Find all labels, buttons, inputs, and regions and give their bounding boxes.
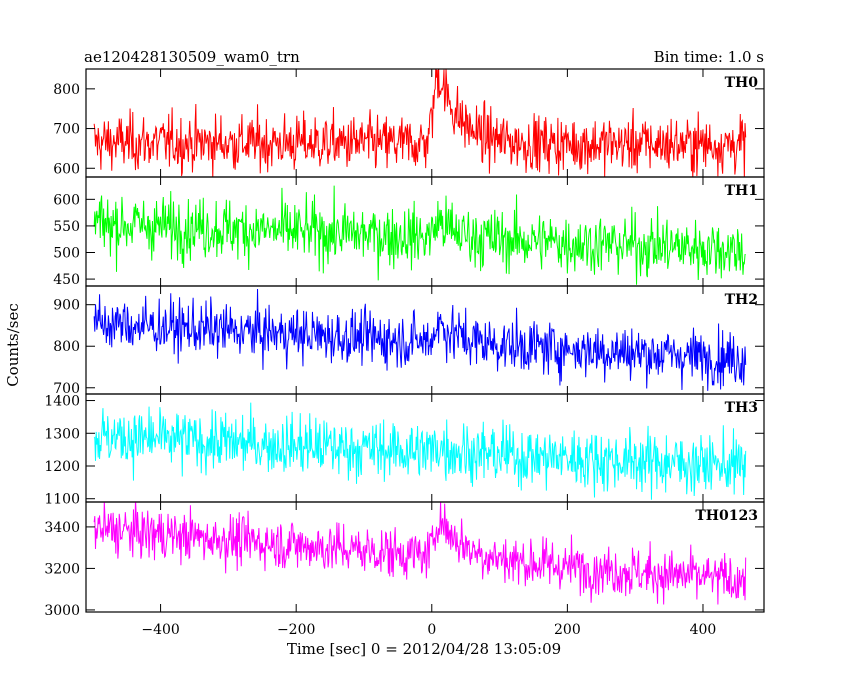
- panels-group: 600 700 800 TH0 450 500 550 600 TH1 700 800 900 TH2 1…: [44, 68, 765, 619]
- panel-th0: 600 700 800 TH0: [53, 68, 765, 178]
- y-tick-label: 450: [53, 272, 80, 288]
- panel-th1: 450 500 550 600 TH1: [53, 176, 765, 288]
- panel-label: TH0123: [695, 508, 758, 524]
- panel-frame: [85, 68, 765, 178]
- series-th0: [93, 69, 747, 177]
- y-tick-label: 700: [53, 381, 80, 397]
- x-tick-label: −200: [277, 622, 315, 638]
- x-axis-label: Time [sec] 0 = 2012/04/28 13:05:09: [287, 640, 561, 658]
- series-th3: [93, 402, 747, 500]
- panel-label: TH2: [725, 292, 758, 308]
- y-tick-label: 700: [53, 122, 80, 138]
- y-tick-label: 3200: [44, 561, 80, 577]
- x-tick-label: 400: [690, 622, 717, 638]
- y-tick-label: 900: [53, 298, 80, 314]
- panel-th0123: 3000 3200 3400 TH0123: [44, 501, 765, 619]
- x-tick-label: 200: [554, 622, 581, 638]
- panel-label: TH3: [725, 400, 758, 416]
- y-tick-label: 500: [53, 246, 80, 262]
- series-th1: [93, 185, 746, 285]
- panel-th3: 1100 1200 1300 1400 TH3: [44, 393, 765, 508]
- panel-label: TH0: [725, 75, 759, 91]
- bin-time-label: Bin time: 1.0 s: [654, 48, 764, 66]
- y-tick-label: 600: [53, 161, 80, 177]
- series-th2: [93, 289, 747, 391]
- y-tick-label: 1200: [44, 459, 80, 475]
- chart-title: ae120428130509_wam0_trn: [84, 48, 300, 66]
- panel-label: TH1: [725, 183, 758, 199]
- x-axis: −400 −200 0 200 400: [141, 622, 716, 638]
- x-tick-label: −400: [141, 622, 179, 638]
- y-tick-label: 600: [53, 192, 80, 208]
- y-tick-label: 1300: [44, 426, 80, 442]
- y-tick-label: 1100: [44, 492, 80, 508]
- y-tick-label: 3000: [44, 603, 80, 619]
- y-tick-label: 3400: [44, 520, 80, 536]
- y-tick-label: 800: [53, 339, 80, 355]
- y-tick-label: 1400: [44, 394, 80, 410]
- y-tick-label: 800: [53, 82, 80, 98]
- y-tick-label: 550: [53, 219, 80, 235]
- series-th0123: [93, 502, 747, 605]
- panel-th2: 700 800 900 TH2: [53, 285, 765, 397]
- panel-frame: [85, 501, 765, 613]
- y-axis-label: Counts/sec: [4, 303, 22, 387]
- x-tick-label: 0: [427, 622, 436, 638]
